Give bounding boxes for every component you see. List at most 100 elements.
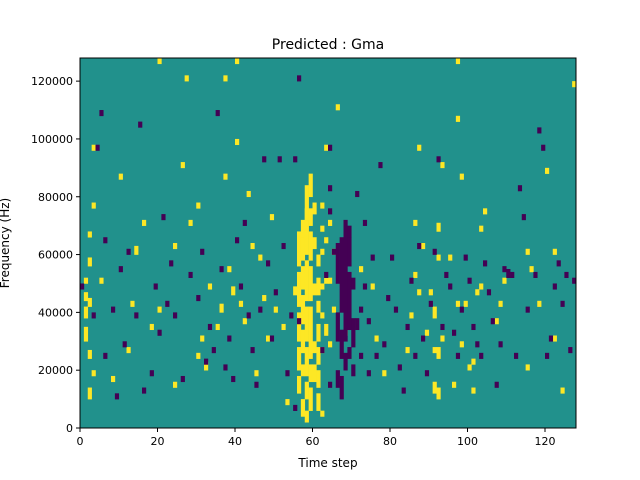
- heatmap-cell-low: [335, 243, 340, 284]
- heatmap-cell-low: [343, 352, 348, 371]
- y-axis-label: Frequency (Hz): [0, 198, 12, 289]
- heatmap-cell-low: [111, 306, 116, 313]
- heatmap-cell-low: [254, 381, 259, 388]
- heatmap-cell-low: [475, 341, 480, 348]
- heatmap-cell-low: [200, 248, 205, 255]
- heatmap-cell-low: [386, 295, 391, 302]
- heatmap-cell-low: [424, 370, 430, 377]
- heatmap-cell-low: [328, 381, 333, 388]
- heatmap-cell-low: [231, 375, 236, 383]
- heatmap-cell-high: [316, 254, 321, 267]
- heatmap-cell-low: [490, 318, 495, 325]
- heatmap-cell-low: [494, 381, 499, 388]
- heatmap-cell-high: [455, 115, 461, 122]
- heatmap-cell-high: [417, 144, 422, 151]
- heatmap-cell-high: [312, 283, 317, 296]
- heatmap-cell-low: [235, 237, 240, 244]
- heatmap-cell-high: [223, 75, 228, 82]
- heatmap-cell-low: [347, 347, 352, 359]
- heatmap-cell-high: [320, 410, 325, 417]
- heatmap-cell-low: [80, 283, 85, 290]
- heatmap-cell-low: [293, 404, 298, 411]
- heatmap-cell-high: [436, 222, 441, 232]
- heatmap-cell-high: [432, 347, 437, 354]
- heatmap-cell-low: [366, 318, 371, 325]
- heatmap-cell-low: [335, 370, 340, 388]
- x-tick-label: 80: [383, 435, 397, 448]
- heatmap-cell-low: [165, 300, 170, 307]
- x-tick-label: 40: [228, 435, 242, 448]
- heatmap-cell-low: [351, 277, 356, 290]
- heatmap-cell-high: [436, 347, 441, 359]
- heatmap-cell-low: [99, 110, 104, 117]
- heatmap-cell-high: [331, 306, 337, 313]
- heatmap-cell-low: [483, 260, 488, 267]
- plot-frame: [79, 57, 577, 429]
- heatmap-cell-high: [87, 297, 92, 307]
- heatmap-cell-low: [545, 352, 550, 359]
- heatmap-cell-high: [242, 318, 247, 325]
- heatmap-cell-high: [537, 300, 542, 307]
- heatmap-cell-high: [320, 202, 325, 209]
- heatmap-cell-low: [455, 352, 461, 359]
- heatmap-cell-high: [304, 185, 309, 221]
- y-tick-label: 20000: [38, 364, 73, 377]
- heatmap-cell-low: [246, 312, 251, 319]
- heatmap-cell-low: [103, 237, 108, 244]
- y-axis: 0 20000 40000 60000 80000 100000 120000: [31, 75, 80, 435]
- x-tick-label: 60: [306, 435, 320, 448]
- heatmap-cell-low: [560, 300, 565, 307]
- heatmap-cell-high: [529, 266, 534, 273]
- heatmap-cell-low: [285, 370, 290, 377]
- heatmap-cell-low: [138, 121, 143, 128]
- heatmap-cell-low: [436, 156, 441, 163]
- heatmap-cell-low: [188, 271, 193, 278]
- heatmap-cell-high: [308, 387, 313, 411]
- heatmap-cell-low: [91, 312, 96, 319]
- heatmap-cell-high: [494, 318, 499, 325]
- heatmap-cell-high: [300, 237, 306, 261]
- heatmap-cell-high: [235, 58, 240, 65]
- heatmap-cell-high: [173, 381, 178, 388]
- heatmap-cell-low: [266, 260, 271, 267]
- heatmap-cell-high: [304, 306, 309, 342]
- heatmap-cell-low: [157, 329, 162, 336]
- heatmap-cell-high: [215, 323, 220, 331]
- heatmap-cell-low: [537, 127, 542, 134]
- heatmap-cell-high: [405, 347, 410, 354]
- heatmap-cell-low: [324, 271, 329, 278]
- heatmap-cell-high: [300, 399, 306, 417]
- heatmap-cell-high: [436, 254, 441, 261]
- heatmap-cell-high: [134, 245, 139, 255]
- heatmap-cell-low: [467, 277, 472, 284]
- heatmap-cell-high: [173, 243, 178, 250]
- heatmap-cell-high: [428, 289, 433, 296]
- heatmap-cell-high: [269, 214, 275, 221]
- heatmap-cell-high: [273, 306, 278, 313]
- heatmap-cell-low: [204, 358, 209, 365]
- heatmap-cell-low: [378, 162, 383, 169]
- heatmap-cell-low: [258, 306, 263, 313]
- heatmap-cell-low: [572, 277, 577, 284]
- heatmap-cell-high: [370, 283, 375, 290]
- heatmap-cell-high: [324, 144, 329, 151]
- heatmap-cell-high: [304, 208, 309, 255]
- heatmap-cell-high: [87, 349, 92, 359]
- heatmap-cell-low: [103, 352, 108, 359]
- heatmap-cell-high: [300, 219, 306, 238]
- y-tick-label: 80000: [38, 191, 73, 204]
- heatmap-cell-low: [114, 393, 120, 400]
- heatmap-cell-high: [180, 162, 185, 169]
- heatmap-cell-high: [87, 387, 92, 400]
- heatmap-cell-low: [207, 323, 213, 331]
- heatmap-cell-low: [370, 254, 375, 261]
- heatmap-cell-high: [83, 326, 89, 342]
- heatmap-cell-low: [514, 352, 519, 359]
- heatmap-cell-high: [83, 277, 89, 284]
- y-tick-label: 40000: [38, 306, 73, 319]
- heatmap-cell-high: [560, 387, 565, 394]
- heatmap-cell-low: [568, 347, 573, 354]
- heatmap-cell-high: [374, 335, 379, 342]
- heatmap-cell-high: [432, 306, 437, 319]
- heatmap-cell-high: [320, 312, 325, 319]
